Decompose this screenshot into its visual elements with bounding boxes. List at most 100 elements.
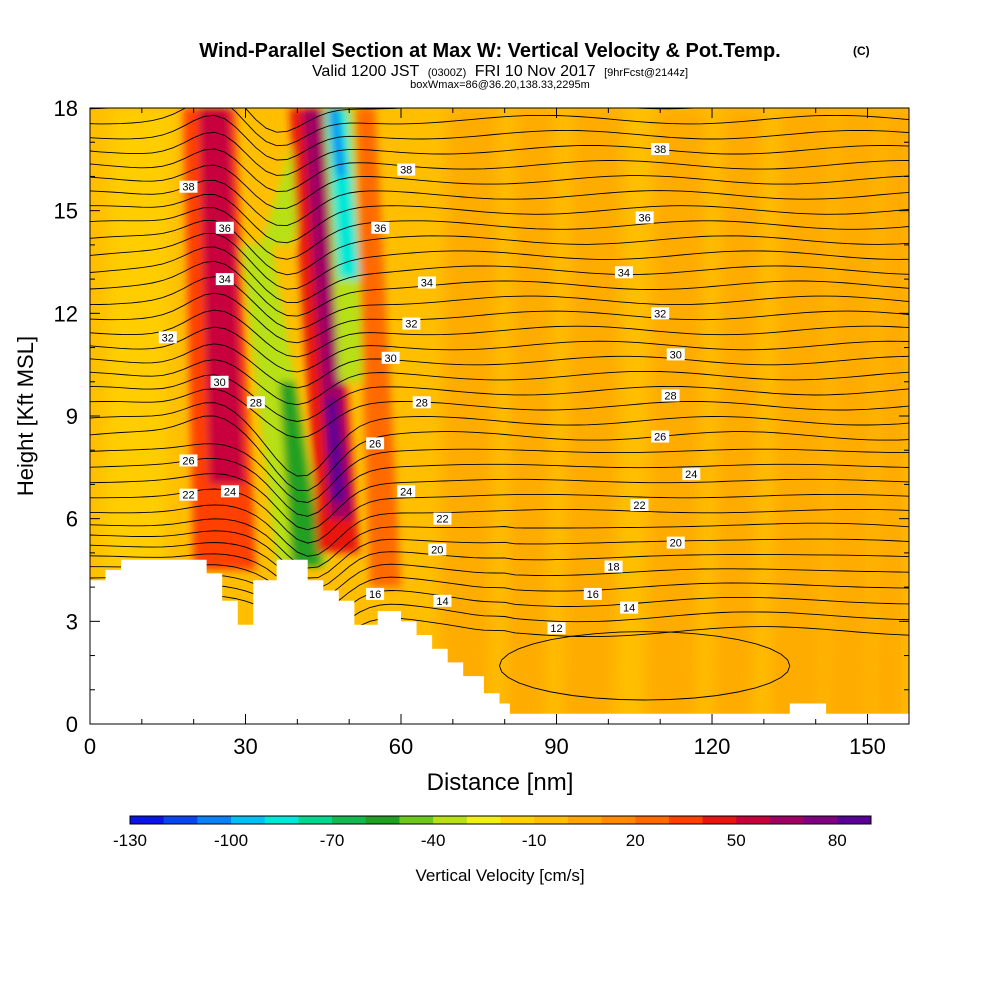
shading-streak <box>437 108 500 724</box>
isentrope-label-bg <box>614 266 633 279</box>
isentrope-label: 14 <box>623 603 635 615</box>
isentrope-line <box>90 131 909 176</box>
isentrope-label: 20 <box>670 538 682 550</box>
isentrope-line <box>90 343 909 389</box>
y-tick-label: 12 <box>54 301 78 326</box>
shading-streak <box>504 108 557 724</box>
isentrope-label-bg <box>397 163 416 176</box>
colorbar-tick-label: 50 <box>727 831 746 850</box>
isentrope-line <box>90 292 909 344</box>
isentrope-line <box>90 359 909 406</box>
x-tick-label: 150 <box>849 734 886 759</box>
subtitle-utc: (0300Z) <box>428 67 467 79</box>
y-tick-label: 3 <box>66 609 78 634</box>
isentrope-line <box>90 402 909 477</box>
shading-streak <box>769 108 832 724</box>
colorbar-tick-label: 20 <box>626 831 645 850</box>
isentrope-label-bg <box>179 180 198 193</box>
isentrope-line <box>90 179 909 227</box>
colorbar-swatch <box>803 816 838 824</box>
colorbar-swatch <box>736 816 771 824</box>
isentrope-label: 36 <box>219 223 231 235</box>
isentrope-label: 36 <box>374 223 386 235</box>
copyright-mark: (C) <box>853 44 870 58</box>
isentrope-label: 30 <box>670 349 682 361</box>
isentrope-label: 32 <box>654 308 666 320</box>
isentrope-label: 24 <box>400 486 412 498</box>
colorbar-swatch <box>769 816 805 824</box>
shading-band <box>279 381 324 567</box>
isentrope-line <box>90 443 909 503</box>
isentrope-line <box>90 326 909 373</box>
isentrope-label-bg <box>635 211 654 224</box>
isentrope-line <box>90 246 909 304</box>
colorbar: -130 -100 -70 -40 -10 20 50 80 <box>113 815 872 850</box>
isentrope-label-bg <box>366 587 385 600</box>
isentrope-label: 36 <box>639 213 651 225</box>
isentrope-label: 22 <box>633 500 645 512</box>
isentrope-label: 24 <box>685 469 697 481</box>
isentrope-label-bg <box>371 221 390 234</box>
plot-area: 12 14 14 16 16 18 20 20 22 22 22 24 24 24 26 26 26 28 28 28… <box>90 108 909 724</box>
isentrope-line <box>90 309 909 358</box>
subtitle-valid: Valid 1200 JST <box>312 63 420 80</box>
isentrope-label: 26 <box>654 432 666 444</box>
colorbar-swatch <box>197 816 232 824</box>
isentrope-label: 32 <box>405 319 417 331</box>
shading-streak <box>712 108 764 724</box>
shading-band <box>325 398 346 502</box>
isentrope-label: 14 <box>436 596 448 608</box>
x-tick-label: 120 <box>694 734 731 759</box>
isentrope-label-bg <box>210 375 229 388</box>
isentrope-line <box>90 542 909 590</box>
colorbar-swatch <box>130 816 165 824</box>
colorbar-swatch <box>231 816 266 824</box>
isentrope-label-bg <box>547 622 566 635</box>
colorbar-swatch <box>702 816 737 824</box>
isentrope-line <box>90 108 909 147</box>
colorbar-swatch <box>534 816 569 824</box>
shading-band <box>198 108 246 485</box>
isentrope-label: 16 <box>587 589 599 601</box>
colorbar-swatch <box>163 816 198 824</box>
isentrope-label: 34 <box>421 278 433 290</box>
isentrope-line <box>90 114 909 161</box>
y-tick-label: 6 <box>66 507 78 532</box>
shading-streak <box>644 108 707 724</box>
isentrope-label-bg <box>433 512 452 525</box>
isentrope-label: 20 <box>431 544 443 556</box>
isentrope-label-bg <box>620 601 639 614</box>
isentrope-label-bg <box>666 536 685 549</box>
x-tick-label: 30 <box>233 734 257 759</box>
isentrope-label-bg <box>651 430 670 443</box>
x-tick-label: 0 <box>84 734 96 759</box>
terrain-polygon <box>90 559 909 724</box>
isentrope-line <box>90 193 909 244</box>
shading-streak <box>826 108 878 724</box>
isentrope-label: 30 <box>385 353 397 365</box>
isentrope-label: 38 <box>182 182 194 194</box>
isentrope-labels: 12 14 14 16 16 18 20 20 22 22 22 24 24 24 26 26 26 28 28 28… <box>158 143 701 635</box>
isentrope-label-bg <box>179 454 198 467</box>
isentrope-label-bg <box>417 276 436 289</box>
isentrope-label-bg <box>651 143 670 156</box>
isentrope-label-bg <box>215 273 234 286</box>
colorbar-swatch <box>668 816 704 824</box>
colorbar-frame <box>129 815 872 825</box>
isentrope-label-bg <box>366 437 385 450</box>
y-tick-label: 18 <box>54 96 78 121</box>
isentrope-line <box>90 564 909 612</box>
colorbar-swatch <box>298 816 333 824</box>
colorbar-swatch <box>332 816 367 824</box>
isentrope-label: 22 <box>436 514 448 526</box>
y-tick-label: 15 <box>54 199 78 224</box>
isentrope-label-bg <box>412 396 431 409</box>
shading-wave <box>183 108 402 588</box>
shading-streak <box>872 108 909 724</box>
isentrope-label: 24 <box>224 486 236 498</box>
isentrope-label: 34 <box>618 267 630 279</box>
isentrope-label: 22 <box>182 490 194 502</box>
isentrope-label: 28 <box>250 397 262 409</box>
